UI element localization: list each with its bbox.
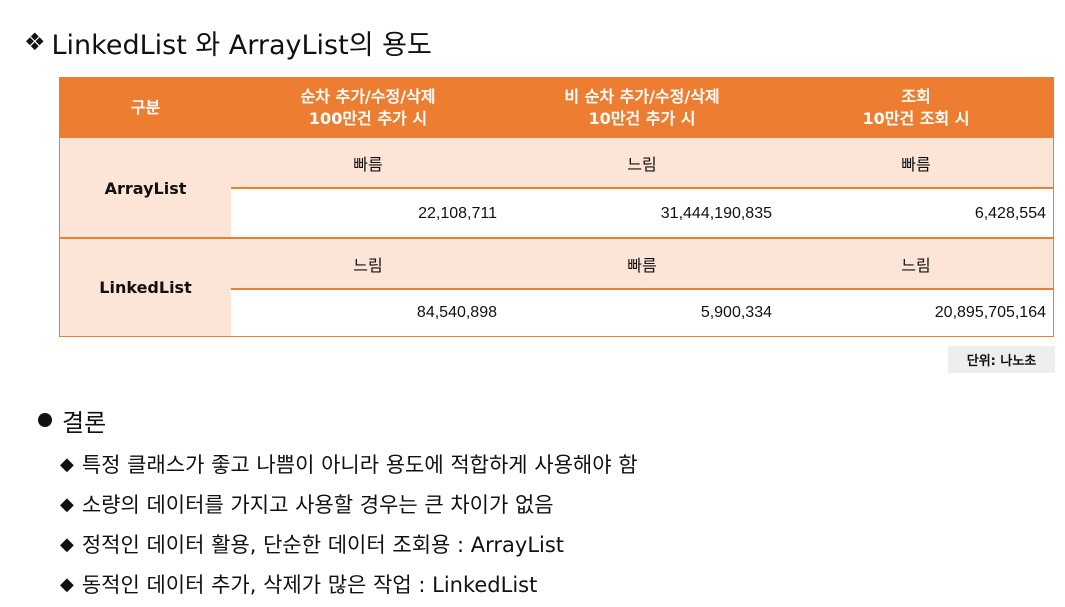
- value-cell: 31,444,190,835: [660, 204, 772, 222]
- speed-cell: 빠름: [353, 154, 383, 174]
- list-item-text: 특정 클래스가 좋고 나쁨이 아니라 용도에 적합하게 사용해야 함: [81, 453, 638, 477]
- slide-title: ❖ LinkedList 와 ArrayList의 용도: [24, 22, 432, 62]
- row-label-arraylist: ArrayList: [60, 138, 231, 238]
- header-lookup-line2: 10만건 조회 시: [862, 109, 970, 128]
- value-cell: 84,540,898: [416, 304, 497, 321]
- header-sequential: 순차 추가/수정/삭제 100만건 추가 시: [231, 78, 505, 138]
- header-sequential-line1: 순차 추가/수정/삭제: [300, 87, 436, 106]
- speed-cell: 빠름: [901, 154, 931, 174]
- value-cell: 20,895,705,164: [934, 304, 1046, 321]
- speed-cell: 느림: [353, 255, 383, 275]
- list-item-text: 소량의 데이터를 가지고 사용할 경우는 큰 차이가 없음: [81, 493, 554, 517]
- header-nonsequential-line2: 10만건 추가 시: [588, 109, 696, 128]
- speed-cell: 느림: [901, 255, 931, 275]
- conclusion-list: ◆ 특정 클래스가 좋고 나쁨이 아니라 용도에 적합하게 사용해야 함 ◆ 소…: [60, 444, 638, 604]
- unit-note: 단위: 나노초: [948, 346, 1055, 373]
- circle-bullet-icon: [38, 413, 52, 427]
- diamond-bullet-icon: ◆: [60, 533, 74, 555]
- header-nonsequential: 비 순차 추가/수정/삭제 10만건 추가 시: [505, 78, 779, 138]
- list-item: ◆ 소량의 데이터를 가지고 사용할 경우는 큰 차이가 없음: [60, 484, 638, 524]
- value-row: 84,540,898 5,900,334 20,895,705,164: [231, 290, 1053, 336]
- header-sequential-line2: 100만건 추가 시: [308, 109, 428, 128]
- comparison-table: 구분 순차 추가/수정/삭제 100만건 추가 시 비 순차 추가/수정/삭제 …: [59, 77, 1054, 337]
- header-category: 구분: [60, 78, 231, 138]
- conclusion-heading: 결론: [38, 402, 106, 438]
- value-cell: 5,900,334: [700, 304, 772, 321]
- value-cell: 22,108,711: [418, 204, 497, 222]
- row-divider: [60, 237, 1053, 239]
- header-lookup-line1: 조회: [901, 87, 931, 106]
- conclusion-heading-text: 결론: [62, 408, 107, 437]
- row-label-linkedlist: LinkedList: [60, 239, 231, 336]
- speed-row: 빠름 느림 빠름: [231, 138, 1053, 189]
- list-item-text: 정적인 데이터 활용, 단순한 데이터 조회용 : ArrayList: [81, 533, 565, 557]
- header-category-label: 구분: [130, 98, 161, 117]
- diamond-bullet-icon: ◆: [60, 493, 74, 515]
- diamond-bullet-icon: ◆: [60, 573, 74, 595]
- list-item: ◆ 동적인 데이터 추가, 삭제가 많은 작업 : LinkedList: [60, 564, 638, 604]
- diamond-bullet-icon: ◆: [60, 453, 74, 475]
- speed-row: 느림 빠름 느림: [231, 239, 1053, 290]
- table-row-group-linkedlist: LinkedList 느림 빠름 느림 84,540,898 5,900,334…: [60, 239, 1053, 336]
- slide-title-text: LinkedList 와 ArrayList의 용도: [51, 29, 432, 61]
- list-item: ◆ 정적인 데이터 활용, 단순한 데이터 조회용 : ArrayList: [60, 524, 638, 564]
- header-nonsequential-line1: 비 순차 추가/수정/삭제: [564, 87, 720, 106]
- speed-cell: 빠름: [627, 255, 657, 275]
- diamond-bullet-icon: ❖: [24, 28, 46, 56]
- table-row-group-arraylist: ArrayList 빠름 느림 빠름 22,108,711 31,444,190…: [60, 138, 1053, 238]
- table-header: 구분 순차 추가/수정/삭제 100만건 추가 시 비 순차 추가/수정/삭제 …: [60, 78, 1053, 138]
- list-item: ◆ 특정 클래스가 좋고 나쁨이 아니라 용도에 적합하게 사용해야 함: [60, 444, 638, 484]
- speed-cell: 느림: [627, 154, 657, 174]
- header-lookup: 조회 10만건 조회 시: [779, 78, 1053, 138]
- list-item-text: 동적인 데이터 추가, 삭제가 많은 작업 : LinkedList: [81, 573, 538, 597]
- value-row: 22,108,711 31,444,190,835 6,428,554: [231, 189, 1053, 238]
- value-cell: 6,428,554: [974, 204, 1046, 222]
